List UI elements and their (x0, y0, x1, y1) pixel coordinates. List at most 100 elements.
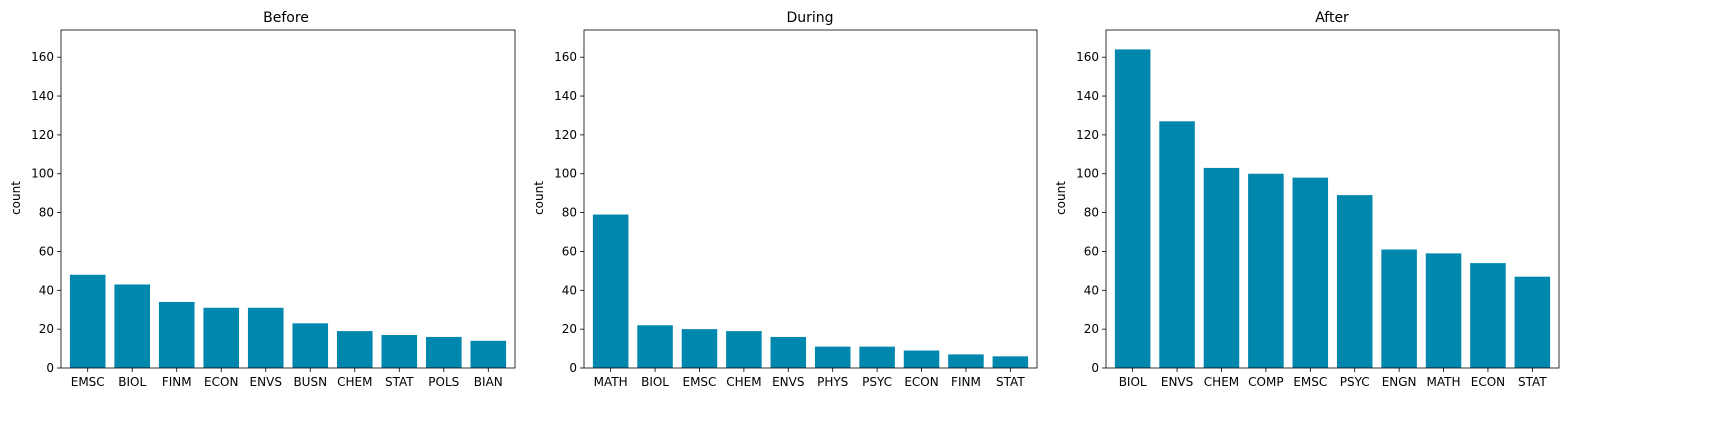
x-tick-label: EMSC (1293, 375, 1327, 389)
x-tick-label: CHEM (337, 375, 372, 389)
bar-pols (425, 336, 462, 368)
y-tick-label: 100 (1076, 167, 1099, 181)
y-tick-label: 160 (31, 50, 54, 64)
bar-chem (336, 331, 373, 368)
bar-envs (1159, 121, 1195, 368)
x-tick-label: ECON (1471, 375, 1505, 389)
y-tick-label: 100 (31, 167, 54, 181)
x-tick-label: CHEM (726, 375, 761, 389)
bar-busn (292, 323, 329, 368)
x-tick-label: ECON (904, 375, 938, 389)
bar-biol (1114, 49, 1151, 368)
x-tick-label: MATH (594, 375, 628, 389)
y-tick-label: 120 (554, 128, 577, 142)
x-tick-label: PHYS (817, 375, 848, 389)
x-tick-label: POLS (428, 375, 459, 389)
x-tick-label: FINM (162, 375, 192, 389)
x-tick-label: PSYC (862, 375, 892, 389)
x-tick-label: BIOL (641, 375, 669, 389)
y-tick-label: 80 (1084, 206, 1099, 220)
bar-comp (1248, 173, 1284, 368)
bar-stat (1514, 276, 1551, 368)
x-tick-label: BIOL (1119, 375, 1147, 389)
y-tick-label: 40 (562, 283, 577, 297)
bar-envs (247, 307, 284, 368)
y-tick-label: 20 (562, 322, 577, 336)
y-tick-label: 120 (1076, 128, 1099, 142)
x-tick-label: ENVS (772, 375, 804, 389)
x-tick-label: ENVS (250, 375, 282, 389)
y-tick-label: 140 (31, 89, 54, 103)
y-tick-label: 20 (1084, 322, 1099, 336)
y-tick-label: 0 (1091, 361, 1099, 375)
bar-engn (1381, 249, 1417, 368)
y-axis-label: count (9, 181, 23, 215)
bar-econ (903, 350, 940, 368)
x-tick-label: FINM (951, 375, 981, 389)
bar-chem (1203, 167, 1240, 368)
axes-frame (60, 29, 516, 369)
y-tick-label: 40 (1084, 283, 1099, 297)
bar-envs (770, 336, 807, 368)
bar-emsc (681, 329, 718, 368)
bar-phys (814, 346, 851, 368)
subplot-after: After count BIOL ENVS CHEM COMP EMSC PSYC ENGN… (1054, 10, 1560, 389)
y-tick-label: 80 (562, 206, 577, 220)
y-tick-label: 80 (39, 206, 54, 220)
plot-area-before: EMSC BIOL FINM ECON ENVS BUSN CHEM STAT POLS BIAN… (31, 29, 516, 389)
axes-frame (583, 29, 1038, 369)
subplot-title: Before (263, 10, 309, 26)
subplot-before: Before count EMSC BIOL FINM ECON ENVS BUSN CHE… (9, 10, 516, 389)
x-tick-label: BIAN (474, 375, 503, 389)
bar-finm (158, 301, 195, 368)
x-tick-label: PSYC (1340, 375, 1370, 389)
bar-emsc (69, 274, 106, 368)
bar-bian (470, 340, 507, 368)
x-tick-label: STAT (996, 375, 1025, 389)
bar-psyc (859, 346, 895, 368)
y-tick-label: 140 (1076, 89, 1099, 103)
subplot-during: During count MATH BIOL EMSC CHEM ENVS PHYS PSY… (532, 10, 1038, 389)
y-tick-label: 160 (1076, 50, 1099, 64)
bar-psyc (1336, 195, 1373, 368)
y-tick-label: 40 (39, 283, 54, 297)
bar-finm (948, 354, 984, 368)
x-tick-label: BUSN (293, 375, 327, 389)
y-tick-label: 60 (39, 244, 54, 258)
x-tick-label: MATH (1427, 375, 1461, 389)
y-tick-label: 60 (1084, 244, 1099, 258)
y-axis-label: count (1054, 181, 1068, 215)
x-tick-label: STAT (385, 375, 414, 389)
subplot-title: After (1315, 10, 1349, 26)
y-tick-label: 100 (554, 167, 577, 181)
plot-area-during: MATH BIOL EMSC CHEM ENVS PHYS PSYC ECON FINM STAT… (554, 29, 1038, 389)
bar-biol (637, 325, 673, 368)
bar-math (1425, 253, 1462, 368)
subplot-title: During (786, 10, 833, 26)
bar-math (592, 214, 629, 368)
y-tick-label: 20 (39, 322, 54, 336)
y-tick-label: 0 (46, 361, 54, 375)
y-tick-label: 60 (562, 244, 577, 258)
bar-stat (381, 334, 418, 368)
y-tick-label: 0 (569, 361, 577, 375)
x-tick-label: STAT (1518, 375, 1547, 389)
bar-chem (726, 331, 762, 368)
y-axis-label: count (532, 181, 546, 215)
y-tick-label: 160 (554, 50, 577, 64)
x-tick-label: COMP (1248, 375, 1283, 389)
axes-frame (1105, 29, 1560, 369)
y-tick-label: 140 (554, 89, 577, 103)
bar-econ (203, 307, 240, 368)
x-tick-label: ENGN (1382, 375, 1417, 389)
x-tick-label: ENVS (1161, 375, 1193, 389)
x-tick-label: CHEM (1204, 375, 1239, 389)
x-tick-label: ECON (204, 375, 238, 389)
y-tick-label: 120 (31, 128, 54, 142)
bar-stat (992, 356, 1029, 368)
x-tick-label: BIOL (118, 375, 146, 389)
plot-area-after: BIOL ENVS CHEM COMP EMSC PSYC ENGN MATH ECON STAT… (1076, 29, 1560, 389)
bar-emsc (1292, 177, 1329, 368)
x-tick-label: EMSC (683, 375, 717, 389)
